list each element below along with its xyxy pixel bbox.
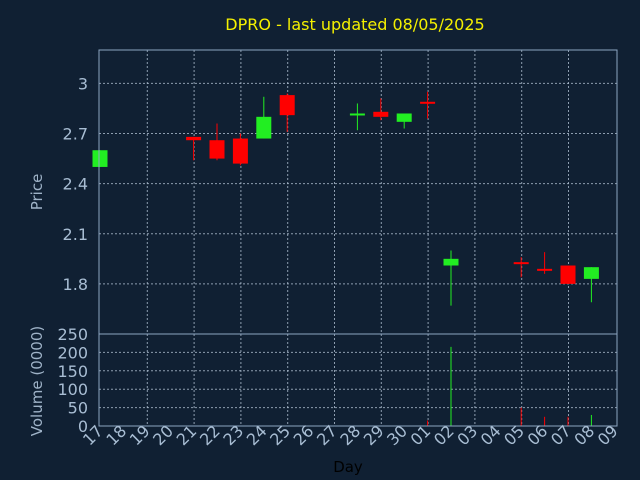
candle-25	[279, 93, 295, 132]
candle-29	[373, 98, 389, 121]
candle-body	[186, 136, 202, 141]
chart-title: DPRO - last updated 08/05/2025	[225, 15, 484, 34]
candle-body	[232, 138, 248, 164]
price-tick-label: 2.4	[63, 175, 88, 194]
volume-tick-label: 200	[57, 343, 88, 362]
volume-panel-frame	[98, 333, 618, 427]
candle-24	[256, 96, 272, 139]
candle-body	[373, 111, 389, 117]
candle-body	[92, 150, 108, 167]
price-y-tick-labels: 3 2.7 2.4 2.1 1.8	[63, 74, 88, 293]
candle-body	[583, 267, 599, 279]
volume-tick-label: 50	[68, 399, 88, 418]
price-tick-label: 2.7	[63, 125, 88, 144]
candle-17	[92, 150, 108, 167]
candle-30	[396, 113, 412, 129]
candle-21	[186, 136, 202, 161]
price-tick-label: 2.1	[63, 225, 88, 244]
volume-series	[427, 346, 592, 426]
volume-axis-label: Volume (0000)	[28, 326, 46, 436]
candle-body	[560, 265, 576, 284]
candle-08	[583, 267, 599, 303]
candlestick-series	[92, 91, 599, 306]
candle-05	[513, 257, 529, 278]
volume-tick-label: 0	[78, 417, 88, 436]
x-axis-label: Day	[333, 458, 363, 476]
candle-body	[256, 116, 272, 139]
candle-06	[537, 252, 553, 274]
price-tick-label: 1.8	[63, 275, 88, 294]
candle-body	[537, 268, 553, 271]
candle-body	[443, 258, 459, 266]
price-tick-label: 3	[78, 74, 88, 93]
candle-body	[513, 262, 529, 265]
candle-07	[560, 265, 576, 284]
price-grid	[99, 50, 617, 334]
volume-grid	[99, 334, 617, 426]
candle-23	[232, 133, 248, 166]
candle-22	[209, 123, 225, 161]
candle-28	[349, 103, 365, 131]
candle-body	[396, 113, 412, 122]
candle-body	[420, 101, 436, 104]
candle-body	[209, 140, 225, 159]
volume-tick-label: 100	[57, 380, 88, 399]
candle-02	[443, 250, 459, 306]
x-tick-labels: 1718192021222324252627282930010203040506…	[79, 421, 622, 449]
candle-body	[349, 113, 365, 116]
candle-body	[279, 95, 295, 116]
candle-01	[420, 91, 436, 119]
volume-tick-label: 250	[57, 325, 88, 344]
price-axis-label: Price	[28, 174, 46, 211]
volume-tick-label: 150	[57, 362, 88, 381]
